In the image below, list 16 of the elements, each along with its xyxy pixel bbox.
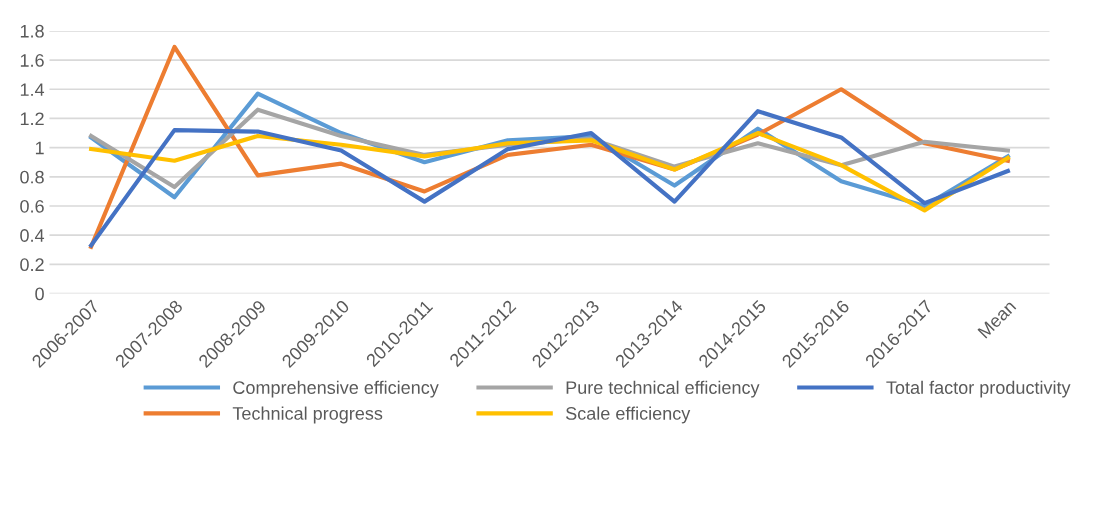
y-tick-label: 1 xyxy=(35,141,44,155)
legend-label: Technical progress xyxy=(232,406,383,424)
legend-label: Pure technical efficiency xyxy=(566,380,760,398)
y-tick-label: 0.6 xyxy=(20,199,44,213)
y-tick-label: 1.4 xyxy=(20,83,45,96)
y-tick-label: 0 xyxy=(35,287,44,301)
legend-label: Total factor productivity xyxy=(886,380,1071,398)
y-tick-label: 1.6 xyxy=(20,54,44,67)
legend-label: Comprehensive efficiency xyxy=(233,380,439,398)
y-tick-label: 0.4 xyxy=(20,229,45,242)
line-series xyxy=(89,109,1010,248)
y-tick-label: 1.8 xyxy=(20,24,44,38)
legend-label: Scale efficiency xyxy=(565,406,691,424)
y-tick-label: 0.8 xyxy=(20,170,44,184)
y-tick-label: 0.2 xyxy=(20,258,44,272)
y-tick-label: 1.2 xyxy=(20,112,44,125)
